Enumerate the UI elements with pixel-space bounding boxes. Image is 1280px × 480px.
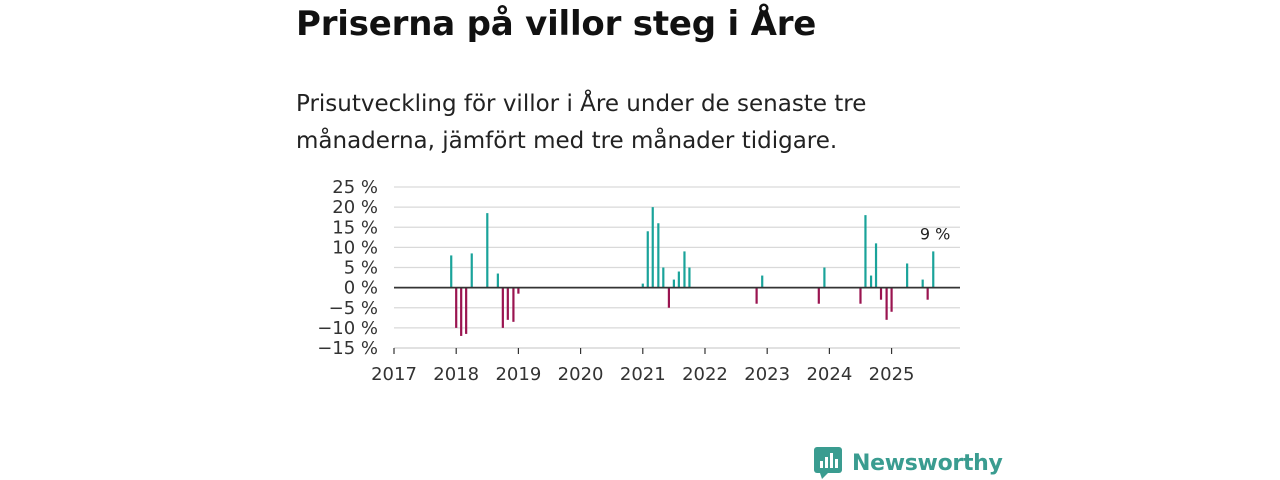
x-tick-label: 2018	[433, 364, 479, 385]
y-tick-label: −10 %	[317, 318, 378, 339]
y-tick-label: 20 %	[332, 197, 378, 218]
y-tick-label: 10 %	[332, 237, 378, 258]
x-tick-label: 2020	[558, 364, 604, 385]
brand-name: Newsworthy	[852, 450, 1003, 476]
x-tick-label: 2023	[744, 364, 790, 385]
x-tick-label: 2025	[869, 364, 915, 385]
newsworthy-logo-icon	[814, 447, 842, 479]
data-label: 9 %	[920, 224, 950, 243]
x-tick-label: 2024	[806, 364, 852, 385]
chart-subtitle: Prisutveckling för villor i Åre under de…	[296, 91, 867, 154]
x-tick-label: 2019	[495, 364, 541, 385]
y-tick-label: −5 %	[329, 298, 378, 319]
y-tick-label: 25 %	[332, 177, 378, 198]
y-tick-label: 15 %	[332, 217, 378, 238]
x-tick-label: 2022	[682, 364, 728, 385]
y-tick-label: −15 %	[317, 338, 378, 359]
x-tick-label: 2017	[371, 364, 417, 385]
brand-logo: Newsworthy	[814, 446, 1003, 480]
page-title: Priserna på villor steg i Åre	[296, 4, 817, 44]
y-tick-label: 5 %	[344, 258, 378, 279]
x-tick-label: 2021	[620, 364, 666, 385]
y-tick-label: 0 %	[344, 278, 378, 299]
